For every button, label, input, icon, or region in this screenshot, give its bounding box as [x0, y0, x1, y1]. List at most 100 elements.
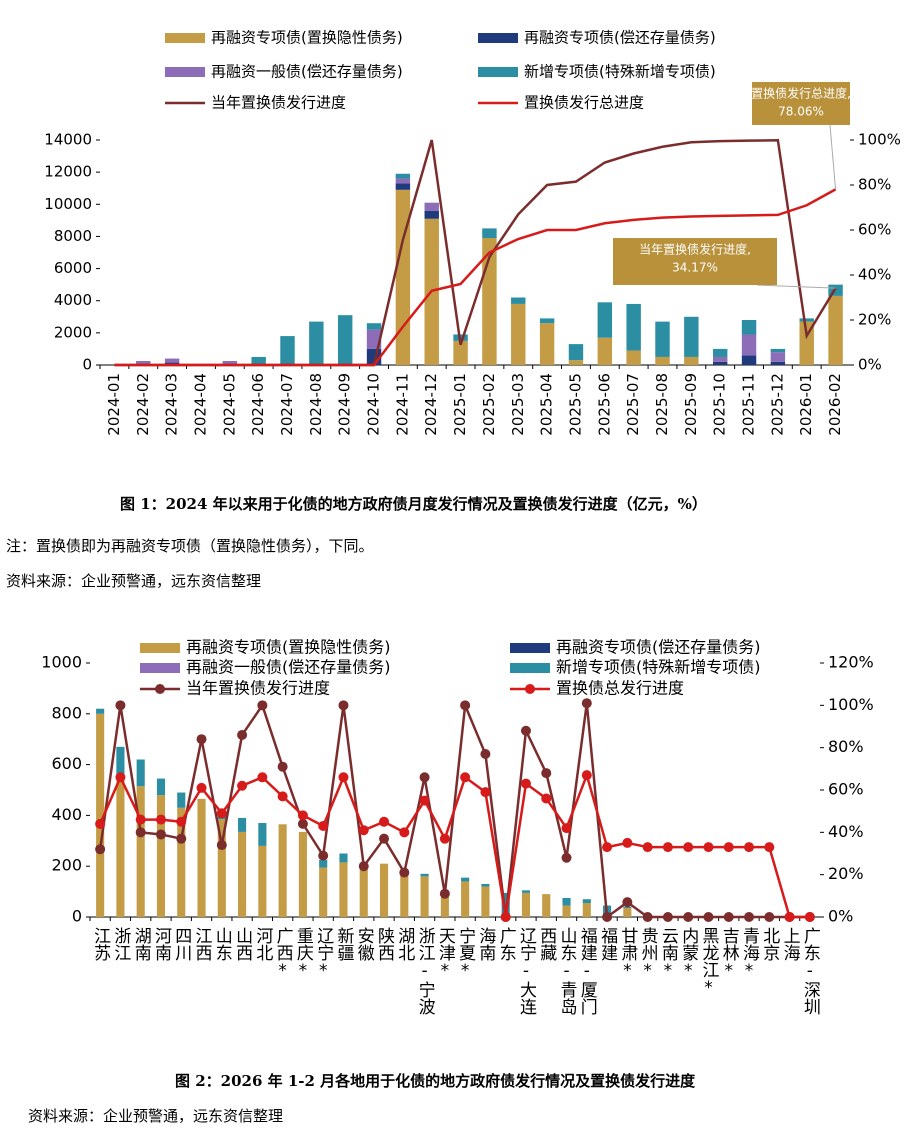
x-tick-label: 2025-01: [451, 373, 469, 436]
bar-segment: [319, 859, 328, 868]
bar-segment: [597, 337, 613, 365]
legend-swatch: [140, 643, 180, 653]
marker: [642, 842, 653, 853]
x-tick-label: 河南: [151, 927, 172, 961]
marker: [439, 833, 450, 844]
bar-segment: [828, 295, 843, 365]
bar-segment: [359, 864, 368, 917]
bar-segment: [136, 786, 145, 917]
y2-tick-label: 100%: [858, 131, 901, 149]
bar-segment: [251, 356, 266, 365]
bar-segment: [309, 321, 324, 365]
x-tick-label: 江苏: [90, 927, 111, 962]
marker: [683, 842, 694, 853]
marker: [257, 772, 268, 783]
legend-label: 再融资专项债(偿还存量债务): [556, 638, 761, 657]
bar-segment: [96, 713, 105, 917]
marker: [622, 897, 633, 908]
x-tick-label: 山东: [212, 927, 232, 961]
marker: [744, 912, 755, 922]
bar-segment: [164, 358, 180, 363]
caption: 图 2：2026 年 1-2 月各地用于化债的地方政府债发行情况及置换债发行进度: [175, 1072, 696, 1090]
x-tick-label: 四川: [171, 927, 192, 961]
bar-segment: [177, 792, 186, 808]
note: 注：置换债即为再融资专项债（置换隐性债务），下同。: [6, 537, 374, 555]
marker: [622, 837, 633, 848]
annotation-box: [752, 82, 850, 125]
bar-segment: [420, 873, 429, 877]
x-tick-label: 福建-厦门: [577, 927, 598, 1016]
y2-tick-label: 20%: [828, 864, 864, 883]
source: 资料来源：企业预警通，远东资信整理: [6, 572, 262, 590]
y2-tick-label: 100%: [828, 695, 874, 714]
bar-segment: [280, 336, 295, 365]
bar-segment: [542, 894, 551, 917]
legend-swatch: [140, 663, 180, 673]
marker: [520, 725, 531, 736]
y-tick-label: 2000: [54, 323, 92, 341]
bar-segment: [238, 831, 247, 917]
marker: [439, 888, 450, 899]
bar-segment: [741, 355, 757, 365]
x-tick-label: 2024-10: [365, 373, 383, 436]
bar-segment: [597, 302, 613, 338]
bar-segment: [136, 360, 151, 365]
x-tick-label: 2024-02: [134, 373, 152, 436]
bar-segment: [440, 896, 449, 917]
y2-tick-label: 80%: [858, 176, 891, 194]
marker: [115, 700, 126, 711]
bar-segment: [424, 210, 439, 219]
marker: [662, 842, 673, 853]
bar-segment: [684, 356, 699, 365]
x-tick-label: 2025-09: [682, 373, 700, 436]
bar-segment: [568, 344, 584, 361]
x-tick-label: 湖南: [131, 927, 152, 961]
x-tick-label: 贵州*: [638, 927, 659, 981]
x-tick-label: 山东-青岛: [557, 927, 577, 1016]
source: 资料来源：企业预警通，远东资信整理: [28, 1107, 284, 1125]
marker: [419, 772, 430, 783]
bar-segment: [238, 817, 247, 832]
marker: [642, 912, 653, 922]
x-tick-label: 辽宁*: [313, 927, 334, 981]
x-tick-label: 吉林*: [719, 927, 740, 981]
x-tick-label: 河北: [252, 927, 273, 961]
y-tick-label: 1000: [41, 653, 82, 672]
x-tick-label: 甘肃*: [617, 927, 638, 981]
marker: [155, 814, 166, 825]
legend-label: 置换债总发行进度: [556, 679, 684, 698]
legend-marker: [155, 684, 165, 694]
y2-tick-label: 80%: [828, 737, 864, 756]
bar-segment: [623, 908, 632, 917]
y-tick-label: 0: [82, 356, 92, 374]
x-tick-label: 天津*: [435, 927, 456, 981]
legend-swatch: [510, 663, 550, 673]
marker: [602, 912, 613, 922]
bar-segment: [156, 795, 166, 917]
bar-segment: [482, 228, 497, 239]
bar-segment: [116, 779, 125, 917]
bar-segment: [366, 323, 382, 330]
bar-segment: [278, 824, 287, 917]
y2-tick-label: 0%: [828, 907, 853, 926]
marker: [703, 912, 714, 922]
marker: [216, 808, 227, 819]
bar-segment: [461, 877, 470, 882]
bar-segment: [521, 892, 531, 917]
x-tick-label: 湖北: [394, 927, 415, 961]
marker: [561, 852, 572, 863]
marker: [703, 842, 714, 853]
marker: [399, 867, 410, 878]
marker: [500, 912, 511, 922]
marker: [581, 698, 592, 709]
marker: [277, 791, 288, 802]
bar-segment: [712, 348, 728, 357]
y-tick-label: 4000: [54, 291, 92, 309]
x-tick-label: 2024-08: [307, 373, 325, 436]
marker: [135, 814, 146, 825]
bar-segment: [217, 819, 226, 917]
y2-tick-label: 40%: [858, 266, 891, 284]
x-tick-label: 广东: [496, 927, 517, 961]
bar-segment: [177, 807, 186, 917]
annotation-box: [613, 238, 777, 285]
